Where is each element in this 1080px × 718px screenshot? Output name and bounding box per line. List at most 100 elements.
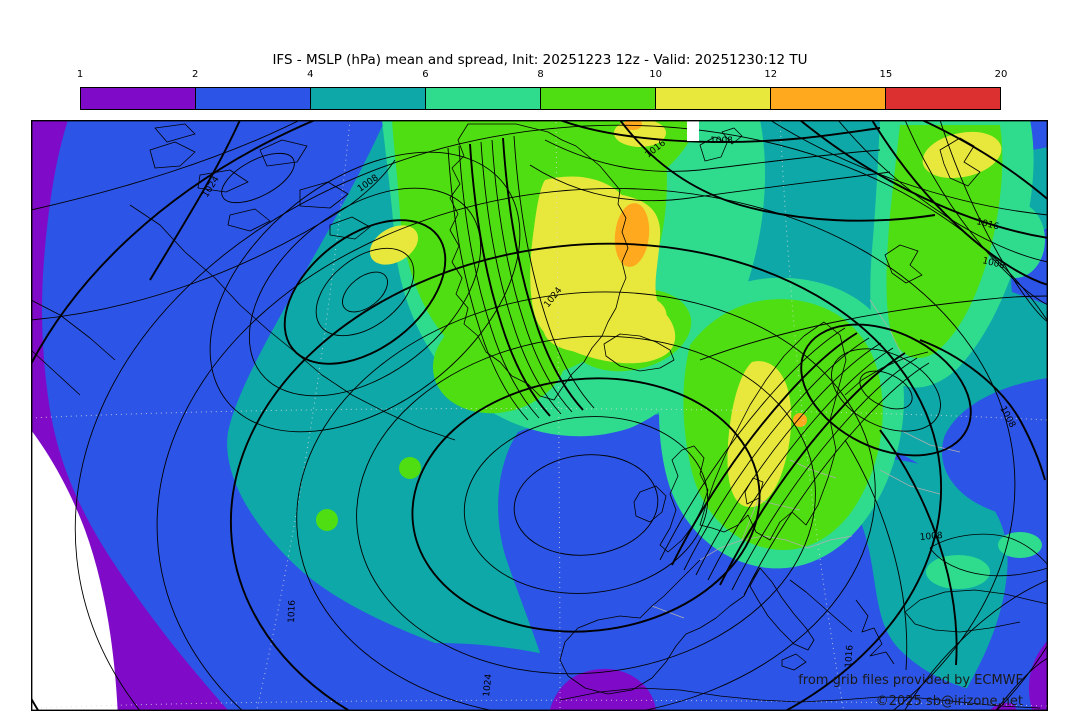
isobar xyxy=(447,147,529,421)
map-svg: 1008 1016 1024 1008 1024 1016 1008 1008 … xyxy=(31,120,1048,711)
isobar-flow xyxy=(919,339,1046,481)
map-layers: 1008 1016 1024 1008 1024 1016 1008 1008 … xyxy=(31,120,1048,711)
coast-italy xyxy=(749,567,815,671)
isobar-flow xyxy=(529,164,891,202)
isobar-flow xyxy=(903,579,1048,711)
spread-yellow-topright xyxy=(922,131,1002,179)
spread-purple-bottom-sliver xyxy=(989,702,1017,711)
isobar xyxy=(221,152,295,204)
spread-blue-bottom-band xyxy=(244,642,791,711)
isobar xyxy=(513,135,595,409)
colorbar-segment xyxy=(311,88,426,109)
isobar-rings-main-low xyxy=(31,120,1048,711)
watermark: from grib files provided by ECMWF ©2025 … xyxy=(798,673,1023,709)
watermark-credit: from grib files provided by ECMWF xyxy=(798,673,1023,688)
map-border xyxy=(31,120,1048,711)
spread-blue-right-blob xyxy=(941,378,1048,518)
colorbar-segment xyxy=(81,88,196,109)
isobar-flow xyxy=(844,439,908,671)
colorbar-tick: 1 xyxy=(76,69,84,80)
isobar-rings-labrador-low xyxy=(209,151,521,433)
isobar xyxy=(707,347,894,581)
isobars xyxy=(31,120,1048,711)
isobar xyxy=(659,327,846,561)
spread-green6-patch xyxy=(985,202,1045,278)
isobar xyxy=(74,124,1048,711)
coast-ireland xyxy=(633,485,667,523)
isobar-diagonal xyxy=(904,120,1048,306)
map-top-notch xyxy=(687,120,699,141)
map-panel: 1008 1016 1024 1008 1024 1016 1008 1008 … xyxy=(31,120,1048,711)
isobar xyxy=(229,242,943,711)
isobar xyxy=(248,187,482,397)
coast-great-britain xyxy=(659,445,709,553)
coast-scandinavia xyxy=(699,321,847,541)
isobar xyxy=(743,362,930,596)
spread-orange-norway-speck xyxy=(793,413,807,427)
colorbar-segment xyxy=(886,88,1000,109)
colorbar-ticks: 1 2 4 6 8 10 12 15 20 xyxy=(76,69,1008,82)
isobar-diagonal xyxy=(769,120,1048,216)
coast-france-iberia xyxy=(559,559,761,695)
isobar-flow xyxy=(879,429,958,666)
coast-canadian-islands xyxy=(149,123,371,240)
coast-balkans-greece xyxy=(789,579,895,665)
isobar xyxy=(342,271,388,313)
colorbar-tick: 15 xyxy=(879,69,893,80)
isobar xyxy=(480,141,562,415)
contour-label: 1016 xyxy=(844,644,856,668)
coast-black-sea xyxy=(929,533,1048,577)
coast-svalbard xyxy=(699,127,743,162)
spread-field xyxy=(31,120,1048,711)
isobar xyxy=(209,151,521,433)
colorbar-tick: 4 xyxy=(307,69,314,80)
contour-label: 1016 xyxy=(287,600,298,624)
colorbar-bar xyxy=(80,87,1001,110)
isobar xyxy=(731,357,918,591)
isobar xyxy=(315,247,415,337)
isobar xyxy=(502,137,584,411)
isobar xyxy=(491,139,573,413)
coast-labrador xyxy=(31,204,456,441)
colorbar-tick: 12 xyxy=(764,69,778,80)
isobar-pack-greenland xyxy=(447,135,595,421)
isobar-arc xyxy=(149,120,241,281)
isobar xyxy=(458,145,540,419)
spread-green8-spot xyxy=(399,457,421,479)
isobar-flow xyxy=(994,657,1048,711)
colorbar-tick: 6 xyxy=(422,69,429,80)
spread-green8-ne-core xyxy=(886,125,1003,359)
isobar xyxy=(513,454,659,556)
spread-purple-corner-sliver xyxy=(1029,640,1048,711)
isobar xyxy=(683,337,870,571)
colorbar-segment xyxy=(196,88,311,109)
isobar-arc xyxy=(31,159,396,321)
coast-turkey xyxy=(904,589,1048,633)
isobar xyxy=(800,323,972,457)
isobar-flow xyxy=(544,139,881,172)
isobar-arc xyxy=(31,120,301,211)
isobar-diagonal xyxy=(871,120,1048,286)
isobar-diagonal xyxy=(799,120,1048,239)
colorbar-segment xyxy=(771,88,886,109)
contour-label: 1024 xyxy=(482,673,494,697)
spread-orange-egreenland xyxy=(614,203,650,267)
colorbar-segment xyxy=(541,88,656,109)
isobar xyxy=(283,219,447,365)
colorbar-segment xyxy=(426,88,541,109)
graticule xyxy=(31,120,1048,711)
colorbar-tick: 20 xyxy=(994,69,1008,80)
colorbar-tick: 2 xyxy=(191,69,199,80)
isobar xyxy=(296,291,876,711)
spread-green6-patch xyxy=(926,555,990,589)
coastlines xyxy=(31,123,1048,709)
coast-baltic-finland xyxy=(844,137,981,396)
isobar-diagonal xyxy=(939,120,1048,323)
coast-north-africa xyxy=(559,687,1041,709)
watermark-copyright: ©2025 sb@irizone.net xyxy=(876,694,1023,709)
isobar-flow xyxy=(559,120,881,143)
contour-label: 1008 xyxy=(919,531,943,543)
colorbar-tick: 10 xyxy=(649,69,662,80)
chart-title: IFS - MSLP (hPa) mean and spread, Init: … xyxy=(272,52,808,68)
